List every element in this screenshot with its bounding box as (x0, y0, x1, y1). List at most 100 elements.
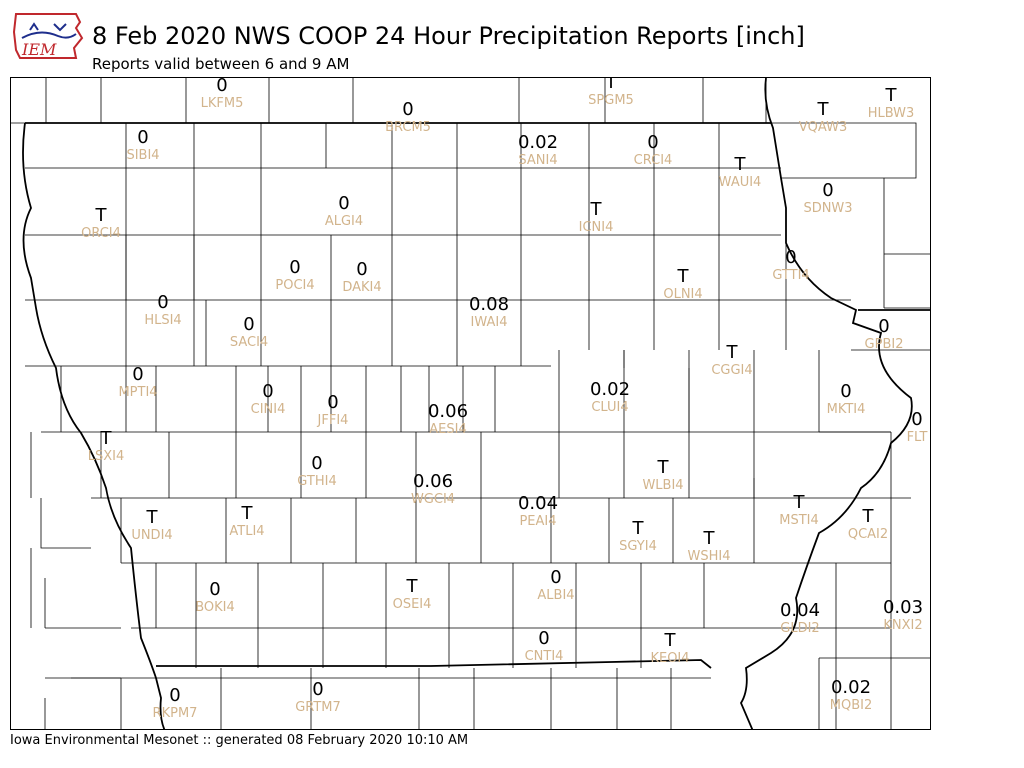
station-cini4: 0 CINI4 (251, 382, 286, 417)
station-id-label: KEOI4 (650, 651, 690, 666)
precip-value: 0.03 (882, 597, 924, 618)
station-id-label: CLUI4 (591, 400, 629, 415)
station-olni4: T OLNI4 (663, 267, 702, 302)
precip-value: T (146, 507, 158, 528)
station-id-label: BOKI4 (195, 600, 235, 615)
station-brcm5: 0 BRCM5 (385, 100, 431, 135)
precip-value: T (605, 77, 617, 93)
precip-value: 0 (550, 567, 562, 588)
precip-value: T (241, 503, 253, 524)
precip-value: T (632, 518, 644, 539)
station-id-label: WLBI4 (642, 478, 684, 493)
precip-value: 0 (878, 316, 890, 337)
station-id-label: GRTM7 (295, 700, 341, 715)
station-id-label: FLT (906, 430, 928, 445)
precip-value: 0.04 (517, 493, 559, 514)
station-wgci4: 0.06 WGCI4 (411, 472, 455, 507)
station-clui4: 0.02 CLUI4 (590, 380, 630, 415)
precip-value: 0 (312, 679, 324, 700)
station-id-label: MPTI4 (118, 385, 158, 400)
precip-value: T (664, 630, 676, 651)
station-albi4: 0 ALBI4 (537, 568, 574, 603)
station-id-label: JFFI4 (317, 413, 349, 428)
precip-value: 0 (289, 257, 301, 278)
precip-value: 0 (538, 628, 550, 649)
precip-value: 0.04 (779, 600, 821, 621)
station-id-label: WAUI4 (718, 175, 762, 190)
logo-text: IEM (21, 40, 57, 59)
station-id-label: KNXI2 (883, 618, 923, 633)
station-peai4: 0.04 PEAI4 (518, 494, 558, 529)
station-lkfm5: 0 LKFM5 (200, 78, 244, 111)
precip-value: 0 (262, 381, 274, 402)
precip-value: 0 (311, 453, 323, 474)
precip-value: T (657, 457, 669, 478)
station-id-label: SDNW3 (803, 201, 853, 216)
station-osei4: T OSEI4 (393, 577, 432, 612)
station-sibi4: 0 SIBI4 (126, 128, 159, 163)
station-id-label: CRCI4 (633, 153, 673, 168)
precip-value: T (406, 576, 418, 597)
station-icni4: T ICNI4 (579, 200, 614, 235)
station-gldi2: 0.04 GLDI2 (780, 601, 820, 636)
precip-value: 0 (911, 409, 923, 430)
precip-value: T (95, 205, 107, 226)
station-sani4: 0.02 SANI4 (518, 133, 558, 168)
precip-value: 0 (840, 381, 852, 402)
precip-value: 0 (132, 364, 144, 385)
station-id-label: ALGI4 (324, 214, 364, 229)
station-id-label: CINI4 (250, 402, 286, 417)
station-wshi4: T WSHI4 (688, 529, 731, 564)
station-id-label: CGGI4 (711, 363, 753, 378)
station-id-label: QCAI2 (847, 527, 889, 542)
station-flt: 0 FLT (907, 410, 928, 445)
page-title: 8 Feb 2020 NWS COOP 24 Hour Precipitatio… (92, 22, 805, 50)
precip-value: T (726, 342, 738, 363)
station-id-label: GTTI4 (772, 268, 810, 283)
station-id-label: HLBW3 (867, 106, 915, 121)
station-id-label: LKFM5 (200, 96, 244, 111)
station-id-label: SACI4 (229, 335, 269, 350)
station-hlbw3: T HLBW3 (868, 86, 915, 121)
station-wlbi4: T WLBI4 (642, 458, 683, 493)
station-boki4: 0 BOKI4 (195, 580, 235, 615)
station-id-label: SIBI4 (126, 148, 160, 163)
station-saci4: 0 SACI4 (230, 315, 268, 350)
precip-value: 0.08 (468, 294, 510, 315)
station-hlsi4: 0 HLSI4 (144, 293, 181, 328)
station-id-label: GTHI4 (297, 474, 337, 489)
precip-value: 0 (157, 292, 169, 313)
station-daki4: 0 DAKI4 (342, 260, 381, 295)
station-iwai4: 0.08 IWAI4 (469, 295, 509, 330)
station-mkti4: 0 MKTI4 (827, 382, 866, 417)
station-vqaw3: T VQAW3 (799, 100, 847, 135)
station-algi4: 0 ALGI4 (325, 194, 363, 229)
station-id-label: PEAI4 (519, 514, 557, 529)
station-crci4: 0 CRCI4 (634, 133, 673, 168)
station-orci4: T ORCI4 (81, 206, 121, 241)
station-id-label: GLDI2 (780, 621, 820, 636)
station-id-label: DAKI4 (342, 280, 382, 295)
precip-value: 0.06 (412, 471, 454, 492)
precip-value: 0 (822, 180, 834, 201)
precip-value: T (734, 154, 746, 175)
precip-value: 0.02 (589, 379, 631, 400)
iem-logo: IEM (10, 8, 86, 66)
station-id-label: ATLI4 (229, 524, 265, 539)
station-id-label: IWAI4 (470, 315, 508, 330)
precip-value: 0 (338, 193, 350, 214)
precip-map: 0 LKFM5 T SPGM5 T HLBW3 T VQAW3 0 BRCM5 0 SIBI4 0.02… (10, 77, 931, 730)
precip-value: 0 (647, 132, 659, 153)
station-id-label: UNDI4 (131, 528, 173, 543)
station-sdnw3: 0 SDNW3 (803, 181, 852, 216)
station-id-label: SGYI4 (619, 539, 657, 554)
station-id-label: RKPM7 (152, 706, 198, 721)
precip-value: 0 (209, 579, 221, 600)
station-rkpm7: 0 RKPM7 (153, 686, 198, 721)
station-mqbi2: 0.02 MQBI2 (830, 678, 872, 713)
station-gtti4: 0 GTTI4 (772, 248, 809, 283)
precip-value: 0.02 (517, 132, 559, 153)
station-id-label: HLSI4 (144, 313, 182, 328)
station-id-label: MKTI4 (826, 402, 866, 417)
precip-value: 0 (243, 314, 255, 335)
